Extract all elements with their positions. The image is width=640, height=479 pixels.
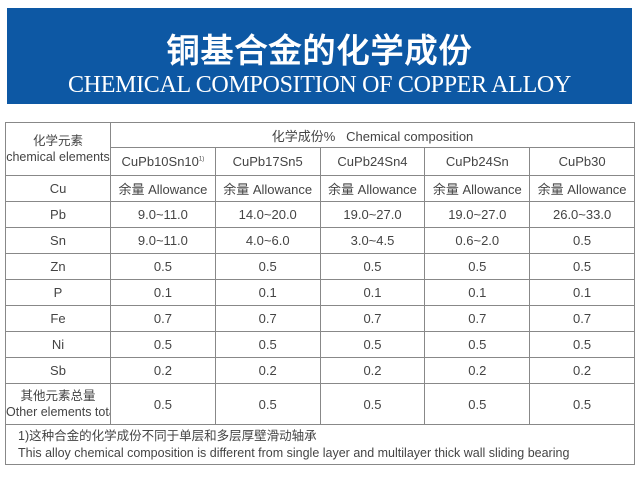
table-cell: 0.7 (110, 305, 216, 332)
alloy-header-row: CuPb10Sn101) CuPb17Sn5 CuPb24Sn4 CuPb24S… (6, 147, 635, 176)
other-elements-label: 其他元素总量 Other elements total (5, 383, 111, 425)
table-cell: 0.6~2.0 (424, 227, 531, 254)
table-cell: 余量 Allowance (214, 175, 321, 202)
table-cell: 0.2 (110, 357, 216, 384)
table-cell: 9.0~11.0 (110, 201, 216, 228)
table-cell: 0.5 (319, 253, 426, 280)
table-cell: 14.0~20.0 (214, 201, 321, 228)
table-cell: 0.5 (424, 331, 531, 358)
table-cell: 0.1 (214, 279, 321, 306)
table-row: Fe 0.7 0.7 0.7 0.7 0.7 (5, 305, 635, 332)
table-cell: 0.7 (214, 305, 321, 332)
table-row: Sb 0.2 0.2 0.2 0.2 0.2 (5, 357, 635, 384)
table-cell: 19.0~27.0 (424, 201, 531, 228)
element-cell: Ni (5, 331, 111, 358)
table-cell: 0.5 (110, 253, 216, 280)
table-cell: 0.5 (214, 331, 321, 358)
table-cell: 19.0~27.0 (319, 201, 426, 228)
table-cell: 余量 Allowance (110, 175, 216, 202)
table-row: P 0.1 0.1 0.1 0.1 0.1 (5, 279, 635, 306)
table-cell: 0.5 (319, 383, 426, 425)
table-cell: 0.2 (319, 357, 426, 384)
table-cell: 26.0~33.0 (529, 201, 635, 228)
table-cell: 余量 Allowance (529, 175, 635, 202)
footnote-cn: 1)这种合金的化学成份不同于单层和多层厚壁滑动轴承 (18, 428, 317, 443)
element-cell: Sn (5, 227, 111, 254)
table-cell: 0.5 (214, 253, 321, 280)
table-cell: 0.1 (424, 279, 531, 306)
table-cell: 0.5 (529, 253, 635, 280)
element-cell: Fe (5, 305, 111, 332)
table-cell: 0.2 (214, 357, 321, 384)
alloy-header: CuPb30 (529, 147, 635, 176)
table-cell: 9.0~11.0 (110, 227, 216, 254)
alloy-name: CuPb10Sn10 (121, 154, 199, 169)
other-label-cn: 其他元素总量 (20, 389, 96, 403)
table-cell: 0.7 (529, 305, 635, 332)
table-cell: 0.7 (424, 305, 531, 332)
table-cell: 0.5 (110, 383, 216, 425)
composition-table: 化学元素 chemical elements 化学成份% Chemical co… (5, 122, 635, 465)
title-chinese: 铜基合金的化学成份 (166, 31, 473, 70)
table-cell: 0.2 (529, 357, 635, 384)
alloy-header: CuPb24Sn4 (319, 147, 426, 176)
table-cell: 0.5 (529, 331, 635, 358)
table-cell: 0.5 (424, 383, 531, 425)
element-cell: P (5, 279, 111, 306)
title-english: CHEMICAL COMPOSITION OF COPPER ALLOY (67, 72, 572, 98)
title-banner: 铜基合金的化学成份 CHEMICAL COMPOSITION OF COPPER… (7, 8, 632, 104)
table-row: Zn 0.5 0.5 0.5 0.5 0.5 (5, 253, 635, 280)
other-label-en: Other elements total (6, 405, 111, 419)
table-row: Sn 9.0~11.0 4.0~6.0 3.0~4.5 0.6~2.0 0.5 (5, 227, 635, 254)
table-cell: 3.0~4.5 (319, 227, 426, 254)
table-cell: 0.5 (529, 227, 635, 254)
alloy-header: CuPb17Sn5 (214, 147, 321, 176)
element-cell: Sb (5, 357, 111, 384)
element-cell: Cu (5, 175, 111, 202)
element-header-cn: 化学元素 (32, 134, 83, 148)
element-header-en: chemical elements (6, 150, 110, 164)
table-cell: 0.1 (319, 279, 426, 306)
table-cell: 0.2 (424, 357, 531, 384)
table-cell: 0.7 (319, 305, 426, 332)
footnote: 1)这种合金的化学成份不同于单层和多层厚壁滑动轴承 This alloy che… (5, 424, 635, 465)
table-cell: 0.5 (529, 383, 635, 425)
element-cell: Zn (5, 253, 111, 280)
other-elements-row: 其他元素总量 Other elements total 0.5 0.5 0.5 … (5, 383, 635, 425)
table-cell: 0.1 (529, 279, 635, 306)
table-row: Pb 9.0~11.0 14.0~20.0 19.0~27.0 19.0~27.0 26.… (5, 201, 635, 228)
table-cell: 余量 Allowance (424, 175, 531, 202)
composition-header: 化学成份% Chemical composition (110, 122, 635, 148)
table-cell: 0.5 (424, 253, 531, 280)
element-cell: Pb (5, 201, 111, 228)
table-cell: 0.5 (319, 331, 426, 358)
element-header: 化学元素 chemical elements (5, 122, 111, 176)
alloy-header: CuPb24Sn (424, 147, 531, 176)
table-row: Cu 余量 Allowance 余量 Allowance 余量 Allowance 余量… (5, 175, 635, 202)
table-cell: 0.5 (214, 383, 321, 425)
table-cell: 0.1 (110, 279, 216, 306)
footnote-mark: 1) (198, 156, 205, 163)
table-cell: 余量 Allowance (319, 175, 426, 202)
alloy-header: CuPb10Sn101) (110, 147, 216, 176)
table-row: Ni 0.5 0.5 0.5 0.5 0.5 (5, 331, 635, 358)
table-cell: 4.0~6.0 (214, 227, 321, 254)
table-cell: 0.5 (110, 331, 216, 358)
footnote-en: This alloy chemical composition is diffe… (18, 445, 570, 460)
